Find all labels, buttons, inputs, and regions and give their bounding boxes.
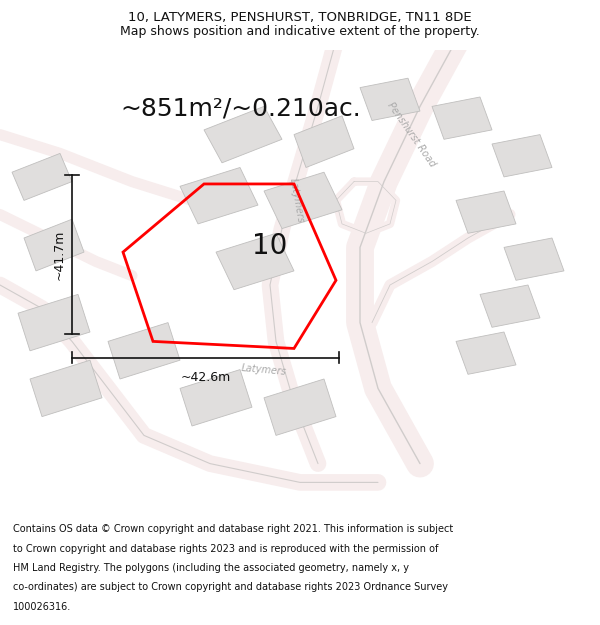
Polygon shape: [12, 153, 72, 201]
Text: Latymers: Latymers: [288, 177, 306, 224]
Polygon shape: [30, 360, 102, 417]
Text: co-ordinates) are subject to Crown copyright and database rights 2023 Ordnance S: co-ordinates) are subject to Crown copyr…: [13, 582, 448, 592]
Text: Penshurst Road: Penshurst Road: [385, 101, 437, 169]
Text: 10, LATYMERS, PENSHURST, TONBRIDGE, TN11 8DE: 10, LATYMERS, PENSHURST, TONBRIDGE, TN11…: [128, 11, 472, 24]
Polygon shape: [504, 238, 564, 280]
Polygon shape: [108, 322, 180, 379]
Polygon shape: [456, 191, 516, 233]
Polygon shape: [204, 106, 282, 162]
Polygon shape: [294, 116, 354, 168]
Polygon shape: [264, 173, 342, 229]
Text: 10: 10: [253, 232, 287, 260]
Polygon shape: [216, 233, 294, 290]
Polygon shape: [432, 97, 492, 139]
Text: ~42.6m: ~42.6m: [181, 371, 230, 384]
Polygon shape: [456, 332, 516, 374]
Text: to Crown copyright and database rights 2023 and is reproduced with the permissio: to Crown copyright and database rights 2…: [13, 544, 439, 554]
Polygon shape: [492, 134, 552, 177]
Polygon shape: [360, 78, 420, 121]
Polygon shape: [264, 379, 336, 436]
Text: ~851m²/~0.210ac.: ~851m²/~0.210ac.: [120, 97, 361, 121]
Text: Latymers: Latymers: [241, 362, 287, 377]
Text: ~41.7m: ~41.7m: [52, 229, 65, 279]
Text: Contains OS data © Crown copyright and database right 2021. This information is : Contains OS data © Crown copyright and d…: [13, 524, 454, 534]
Text: Map shows position and indicative extent of the property.: Map shows position and indicative extent…: [120, 24, 480, 38]
Polygon shape: [24, 219, 84, 271]
Polygon shape: [18, 294, 90, 351]
Polygon shape: [180, 168, 258, 224]
Text: HM Land Registry. The polygons (including the associated geometry, namely x, y: HM Land Registry. The polygons (includin…: [13, 563, 409, 573]
Polygon shape: [180, 369, 252, 426]
Polygon shape: [480, 285, 540, 328]
Text: 100026316.: 100026316.: [13, 602, 71, 612]
